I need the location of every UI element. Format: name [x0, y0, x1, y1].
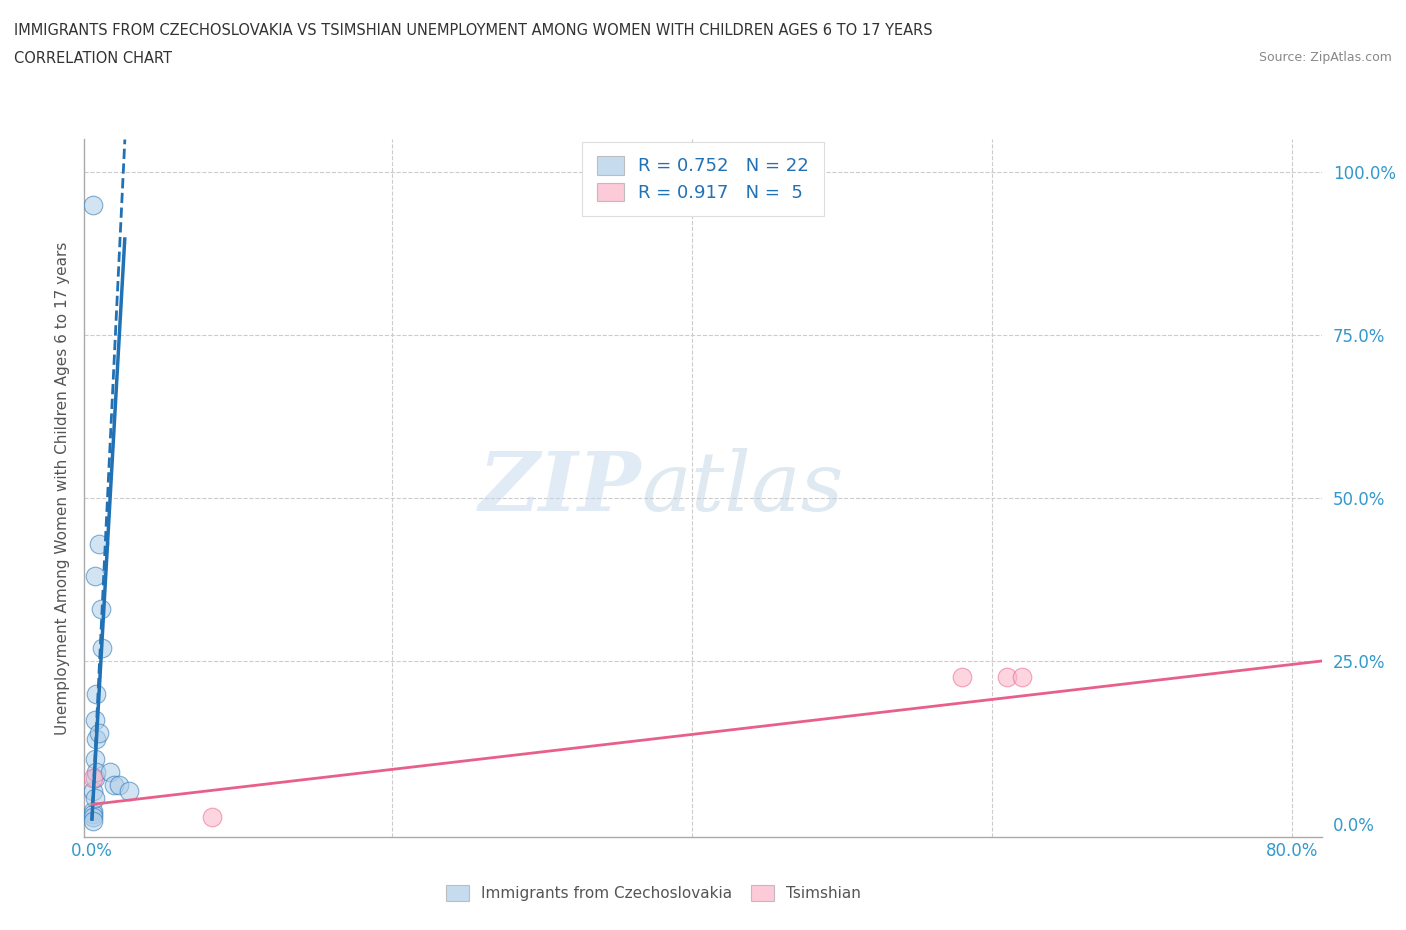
Point	[83, 751, 105, 766]
Legend: Immigrants from Czechoslovakia, Tsimshian: Immigrants from Czechoslovakia, Tsimshia…	[434, 872, 873, 913]
Point	[108, 777, 131, 792]
Point	[83, 771, 105, 786]
Point	[83, 569, 105, 584]
Point	[89, 725, 111, 740]
Text: IMMIGRANTS FROM CZECHOSLOVAKIA VS TSIMSHIAN UNEMPLOYMENT AMONG WOMEN WITH CHILDR: IMMIGRANTS FROM CZECHOSLOVAKIA VS TSIMSH…	[14, 23, 932, 38]
Point	[82, 806, 104, 821]
Point	[103, 777, 125, 792]
Point	[950, 670, 973, 684]
Point	[118, 784, 141, 799]
Point	[82, 804, 104, 818]
Point	[83, 790, 105, 805]
Point	[89, 537, 111, 551]
Point	[83, 712, 105, 727]
Y-axis label: Unemployment Among Women with Children Ages 6 to 17 years: Unemployment Among Women with Children A…	[55, 242, 70, 735]
Point	[82, 813, 104, 828]
Point	[98, 764, 121, 779]
Text: ZIP: ZIP	[478, 448, 641, 528]
Point	[86, 732, 108, 747]
Point	[82, 810, 104, 825]
Point	[82, 197, 104, 212]
Point	[91, 641, 114, 656]
Point	[86, 686, 108, 701]
Point	[82, 784, 104, 799]
Text: CORRELATION CHART: CORRELATION CHART	[14, 51, 172, 66]
Point	[82, 771, 104, 786]
Text: atlas: atlas	[641, 448, 844, 528]
Point	[201, 810, 224, 825]
Point	[1011, 670, 1033, 684]
Text: Source: ZipAtlas.com: Source: ZipAtlas.com	[1258, 51, 1392, 64]
Point	[86, 764, 108, 779]
Point	[90, 602, 112, 617]
Point	[995, 670, 1018, 684]
